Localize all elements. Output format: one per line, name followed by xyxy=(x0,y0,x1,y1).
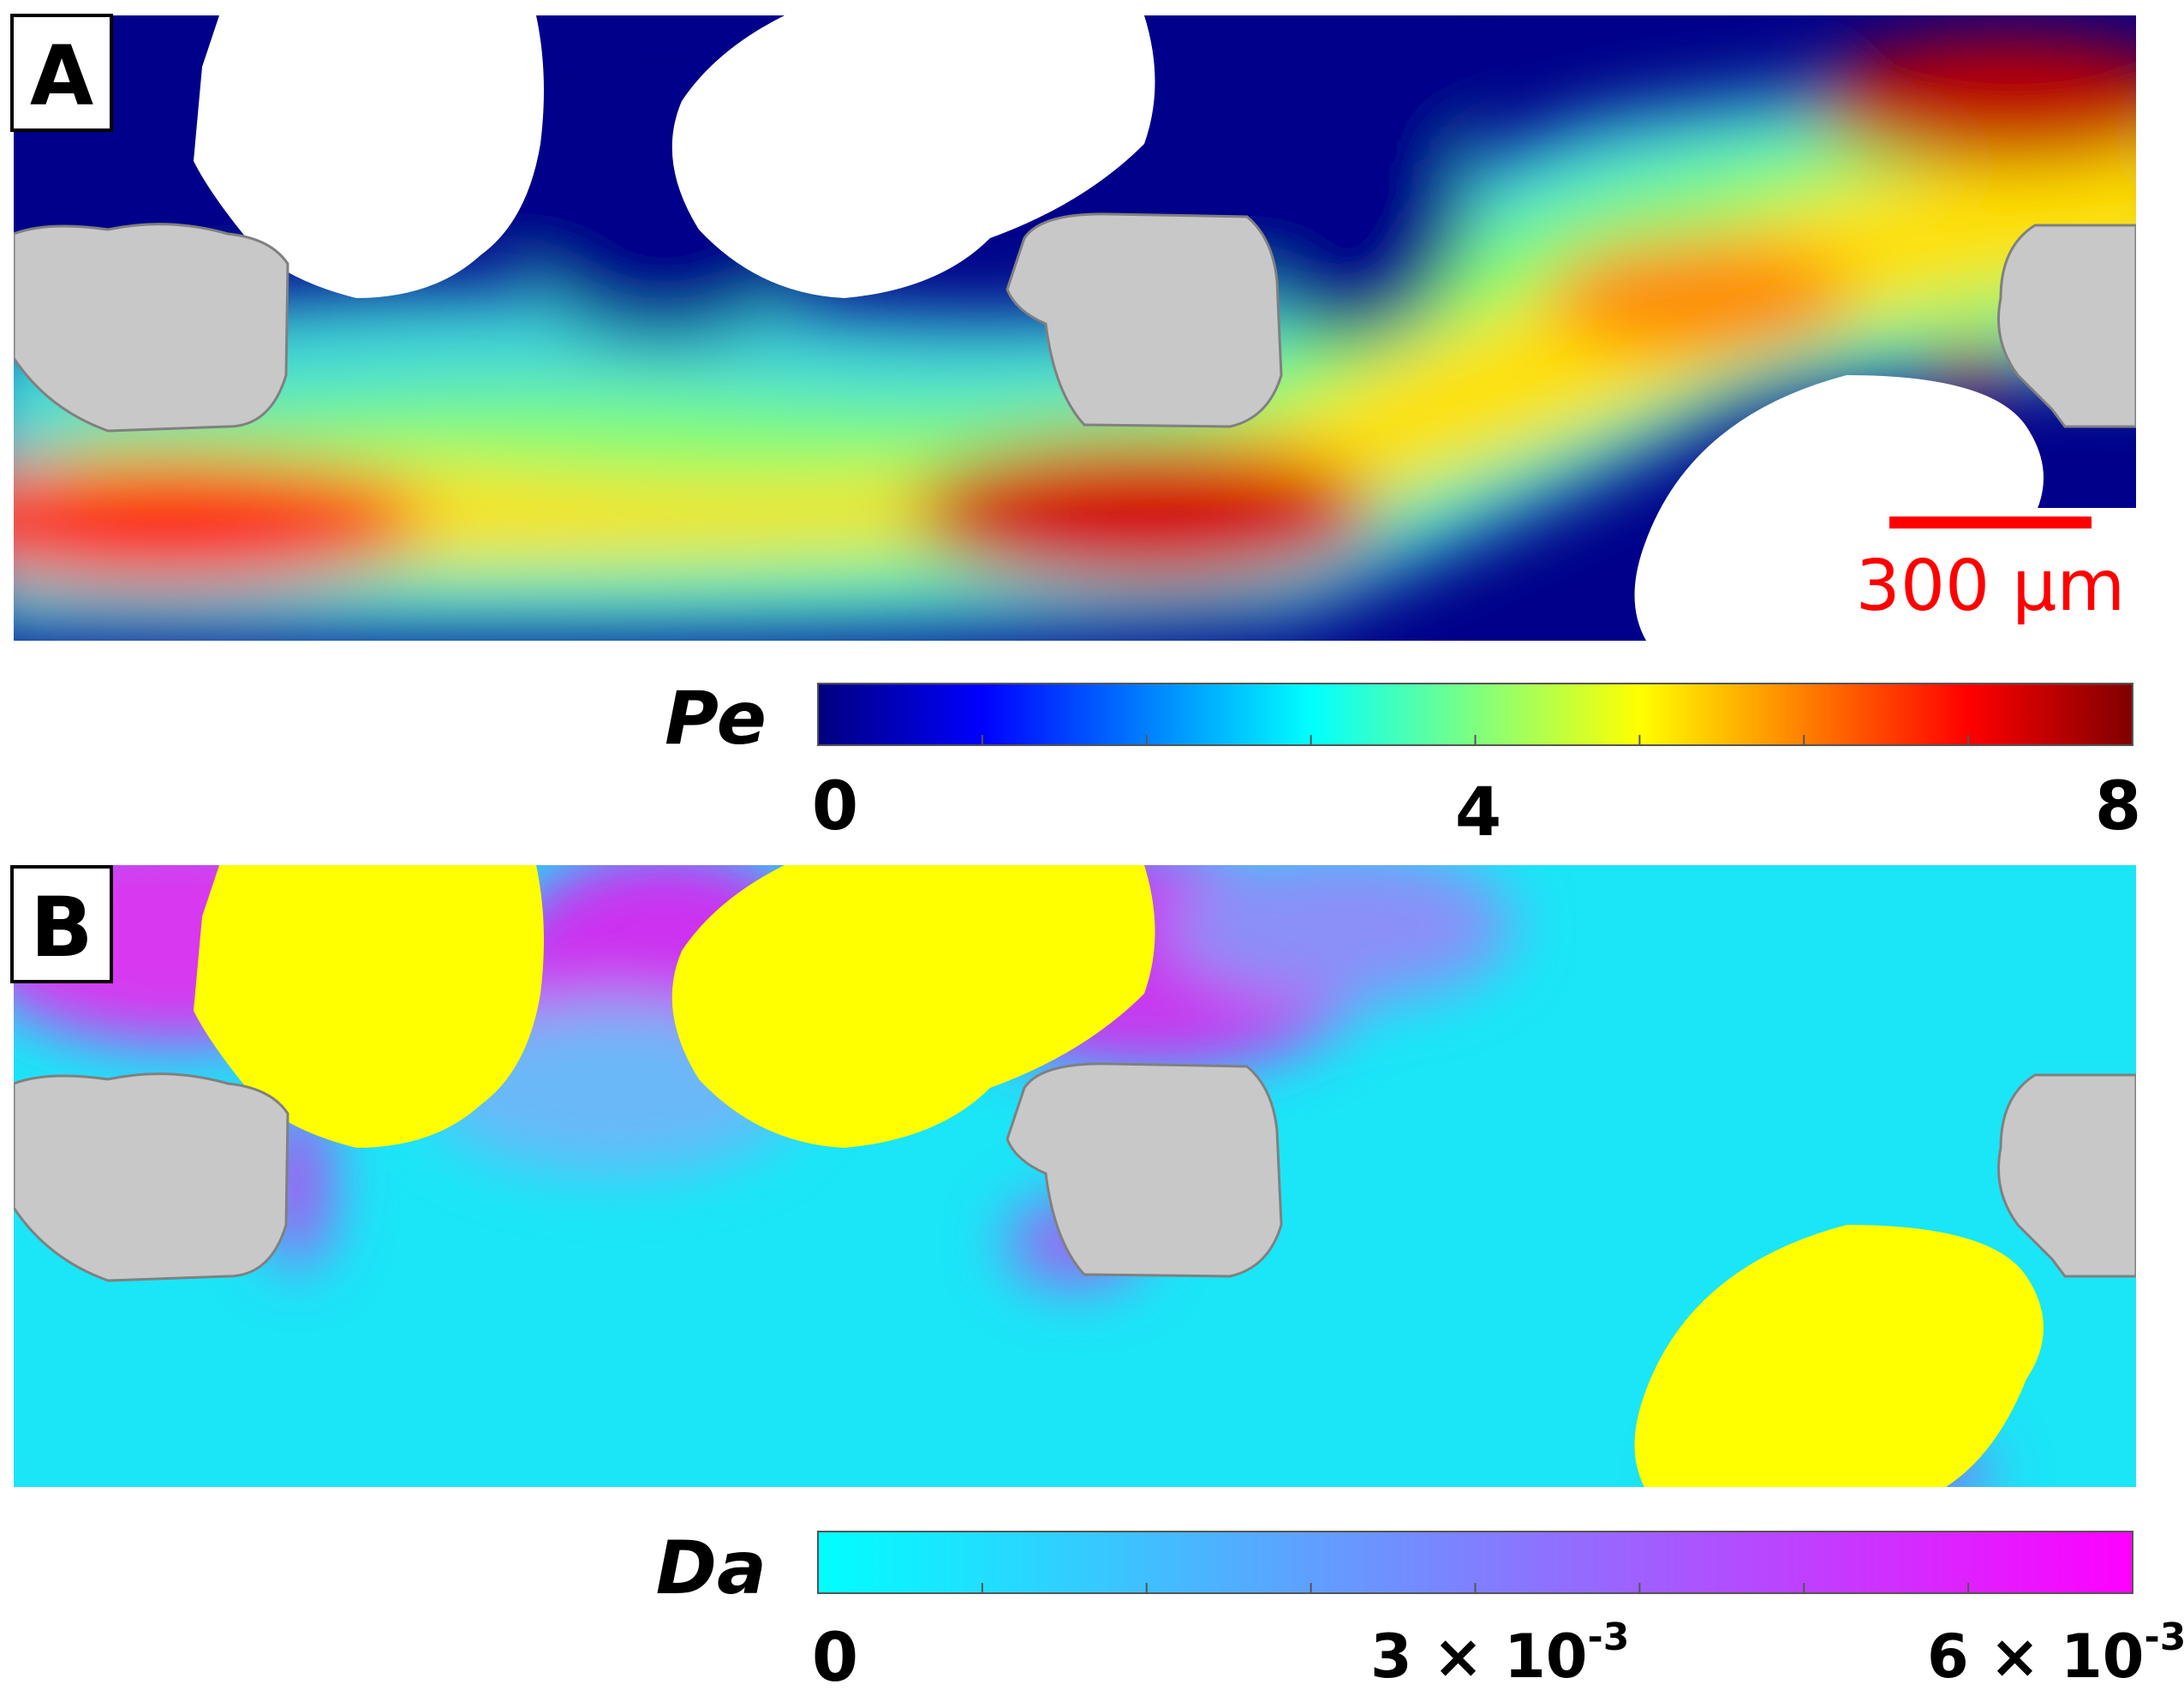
pe-green-band xyxy=(57,128,2136,583)
panel-a-letter-box xyxy=(10,14,113,132)
da-colorbar: Da 0 3 × 10-3 6 × 10-3 xyxy=(656,1526,2184,1696)
panel-a-letter: A xyxy=(30,28,93,124)
panel-b-field xyxy=(14,865,2136,1487)
da-tick-max: 6 × 10-3 xyxy=(1927,1615,2184,1692)
pe-hotspot-upper-right xyxy=(1812,37,2136,165)
da-tick-mid-exponent: -3 xyxy=(1588,1615,1630,1659)
pe-hotspot-left xyxy=(14,457,425,585)
pe-tick-4: 4 xyxy=(1455,774,1501,851)
da-tick-max-exponent: -3 xyxy=(2145,1615,2184,1659)
panel-b: B xyxy=(10,865,2136,1487)
panel-b-letter: B xyxy=(30,880,92,976)
scale-bar-backdrop xyxy=(1864,508,2136,641)
grain-1 xyxy=(14,223,289,433)
pe-colorbar: Pe 0 4 8 xyxy=(665,676,2141,851)
da-tick-mid-base: 3 × 10 xyxy=(1370,1621,1588,1692)
panel-a-field xyxy=(14,15,2136,641)
pe-tick-0: 0 xyxy=(812,768,858,845)
pe-hotspot-small xyxy=(1932,345,2009,397)
panel-b-letter-box xyxy=(10,865,113,983)
grain-b-1 xyxy=(14,1072,289,1282)
pe-colorbar-minor-ticks xyxy=(981,735,1970,745)
da-tick-0: 0 xyxy=(812,1620,858,1696)
da-colorbar-minor-ticks xyxy=(981,1583,1970,1593)
da-colorbar-title: Da xyxy=(656,1526,767,1611)
pe-hotspot-mid-right xyxy=(1547,238,1855,358)
scale-bar-label: 300 µm xyxy=(1856,546,2126,627)
da-mid-zone xyxy=(1170,865,1513,1002)
pe-tick-8: 8 xyxy=(2095,768,2141,845)
pe-hotspot-center xyxy=(913,439,1375,585)
da-tick-max-base: 6 × 10 xyxy=(1927,1621,2145,1692)
da-tick-mid: 3 × 10-3 xyxy=(1370,1615,1629,1692)
pe-colorbar-title: Pe xyxy=(665,676,767,761)
panel-a: A 300 µm xyxy=(10,14,2136,641)
